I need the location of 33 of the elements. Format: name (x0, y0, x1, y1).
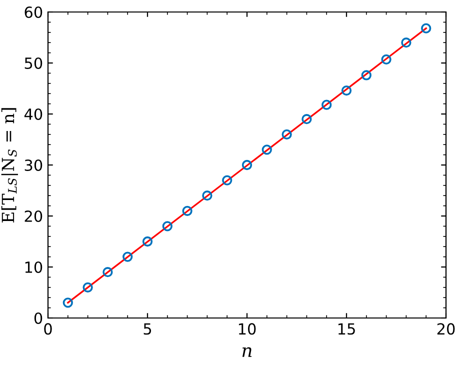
point (282, 129, 292, 140)
x-tick-label: 20 (437, 323, 455, 335)
point (262, 144, 272, 155)
y-axis-title: E[T$_{LS}$|N$_{S}$ = n] (1, 108, 18, 222)
point (122, 252, 133, 262)
point (401, 38, 412, 48)
point (222, 175, 232, 186)
point (242, 160, 252, 170)
point (62, 298, 73, 308)
y-tick-label: 40 (24, 108, 42, 120)
x-axis-title: n (242, 347, 252, 357)
x-tick-label: 15 (338, 323, 355, 335)
point (202, 190, 212, 201)
x-tick-label: 5 (144, 323, 152, 335)
point (381, 54, 392, 64)
y-tick-label: 60 (24, 6, 42, 18)
y-tick-label: 0 (34, 312, 42, 324)
point (82, 282, 93, 292)
y-tick-label: 20 (24, 210, 42, 222)
x-tick-label: 10 (238, 323, 256, 335)
point (142, 236, 153, 247)
x-tick-label: 0 (44, 323, 52, 335)
point (182, 206, 192, 216)
point (322, 100, 332, 110)
y-tick-label: 30 (24, 159, 42, 172)
y-tick-label: 50 (24, 57, 42, 70)
point (302, 114, 312, 124)
point (102, 267, 113, 278)
point (421, 23, 432, 34)
point (162, 221, 172, 232)
point (361, 70, 372, 80)
y-tick-label: 10 (25, 261, 42, 274)
point (341, 85, 352, 96)
